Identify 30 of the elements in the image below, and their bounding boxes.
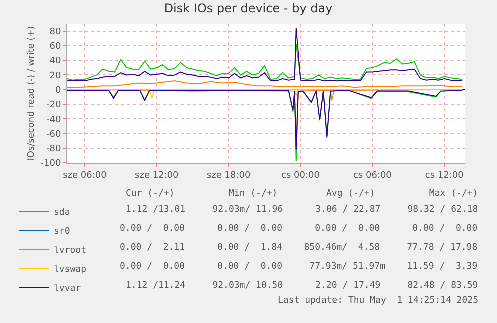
y-tick-label: -60 <box>46 130 62 140</box>
y-tick-label: -80 <box>46 144 62 155</box>
x-tick-label: sze 12:00 <box>135 170 180 181</box>
y-tick-label: 40 <box>50 56 62 67</box>
y-tick-label: -20 <box>46 100 62 111</box>
text: Cur (-/+) Min (-/+) Avg (-/+) Max (-/+) <box>126 189 478 199</box>
text: 0.00 / 0.00 0.00 / 0.00 0.00 / 0.00 0.00 / 0.00 <box>120 224 478 234</box>
legend-label: lvvar <box>54 284 82 294</box>
y-tick-label: -40 <box>46 115 62 126</box>
x-tick-label: sze 06:00 <box>63 170 108 181</box>
chart-title: Disk IOs per device - by day <box>164 1 333 16</box>
text: Last update: Thu May 1 14:25:14 2025 <box>278 296 478 306</box>
text: 0.00 / 2.11 0.00 / 1.84 850.46m/ 4.58 77.78 / 17.98 <box>120 243 478 253</box>
x-tick-label: sze 18:00 <box>206 170 251 181</box>
y-tick-label: 20 <box>50 71 62 82</box>
y-tick-label: -100 <box>40 159 62 170</box>
legend-label: sda <box>54 208 70 218</box>
y-axis-title: IOs/second read (-) / write (+) <box>27 26 38 161</box>
x-tick-label: cs 12:00 <box>425 170 464 181</box>
legend-label: sr0 <box>54 227 70 238</box>
text: 0.00 / 0.00 0.00 / 0.00 77.93m/ 51.97m 11.59 / 3.39 <box>120 262 478 272</box>
y-tick-label: 80 <box>50 27 62 38</box>
x-tick-label: cs 00:00 <box>282 170 320 181</box>
text: 1.12 /11.24 92.03m/ 10.50 2.20 / 17.49 82.48 / 83.59 <box>126 281 478 291</box>
legend-label: lvswap <box>54 265 87 276</box>
y-tick-label: 60 <box>50 42 62 52</box>
y-tick-label: 0 <box>55 86 62 96</box>
text: 1.12 /13.01 92.03m/ 11.96 3.06 / 22.87 98.32 / 62.18 <box>126 205 478 215</box>
legend-label: lvroot <box>54 246 87 256</box>
x-tick-label: cs 06:00 <box>353 170 392 181</box>
